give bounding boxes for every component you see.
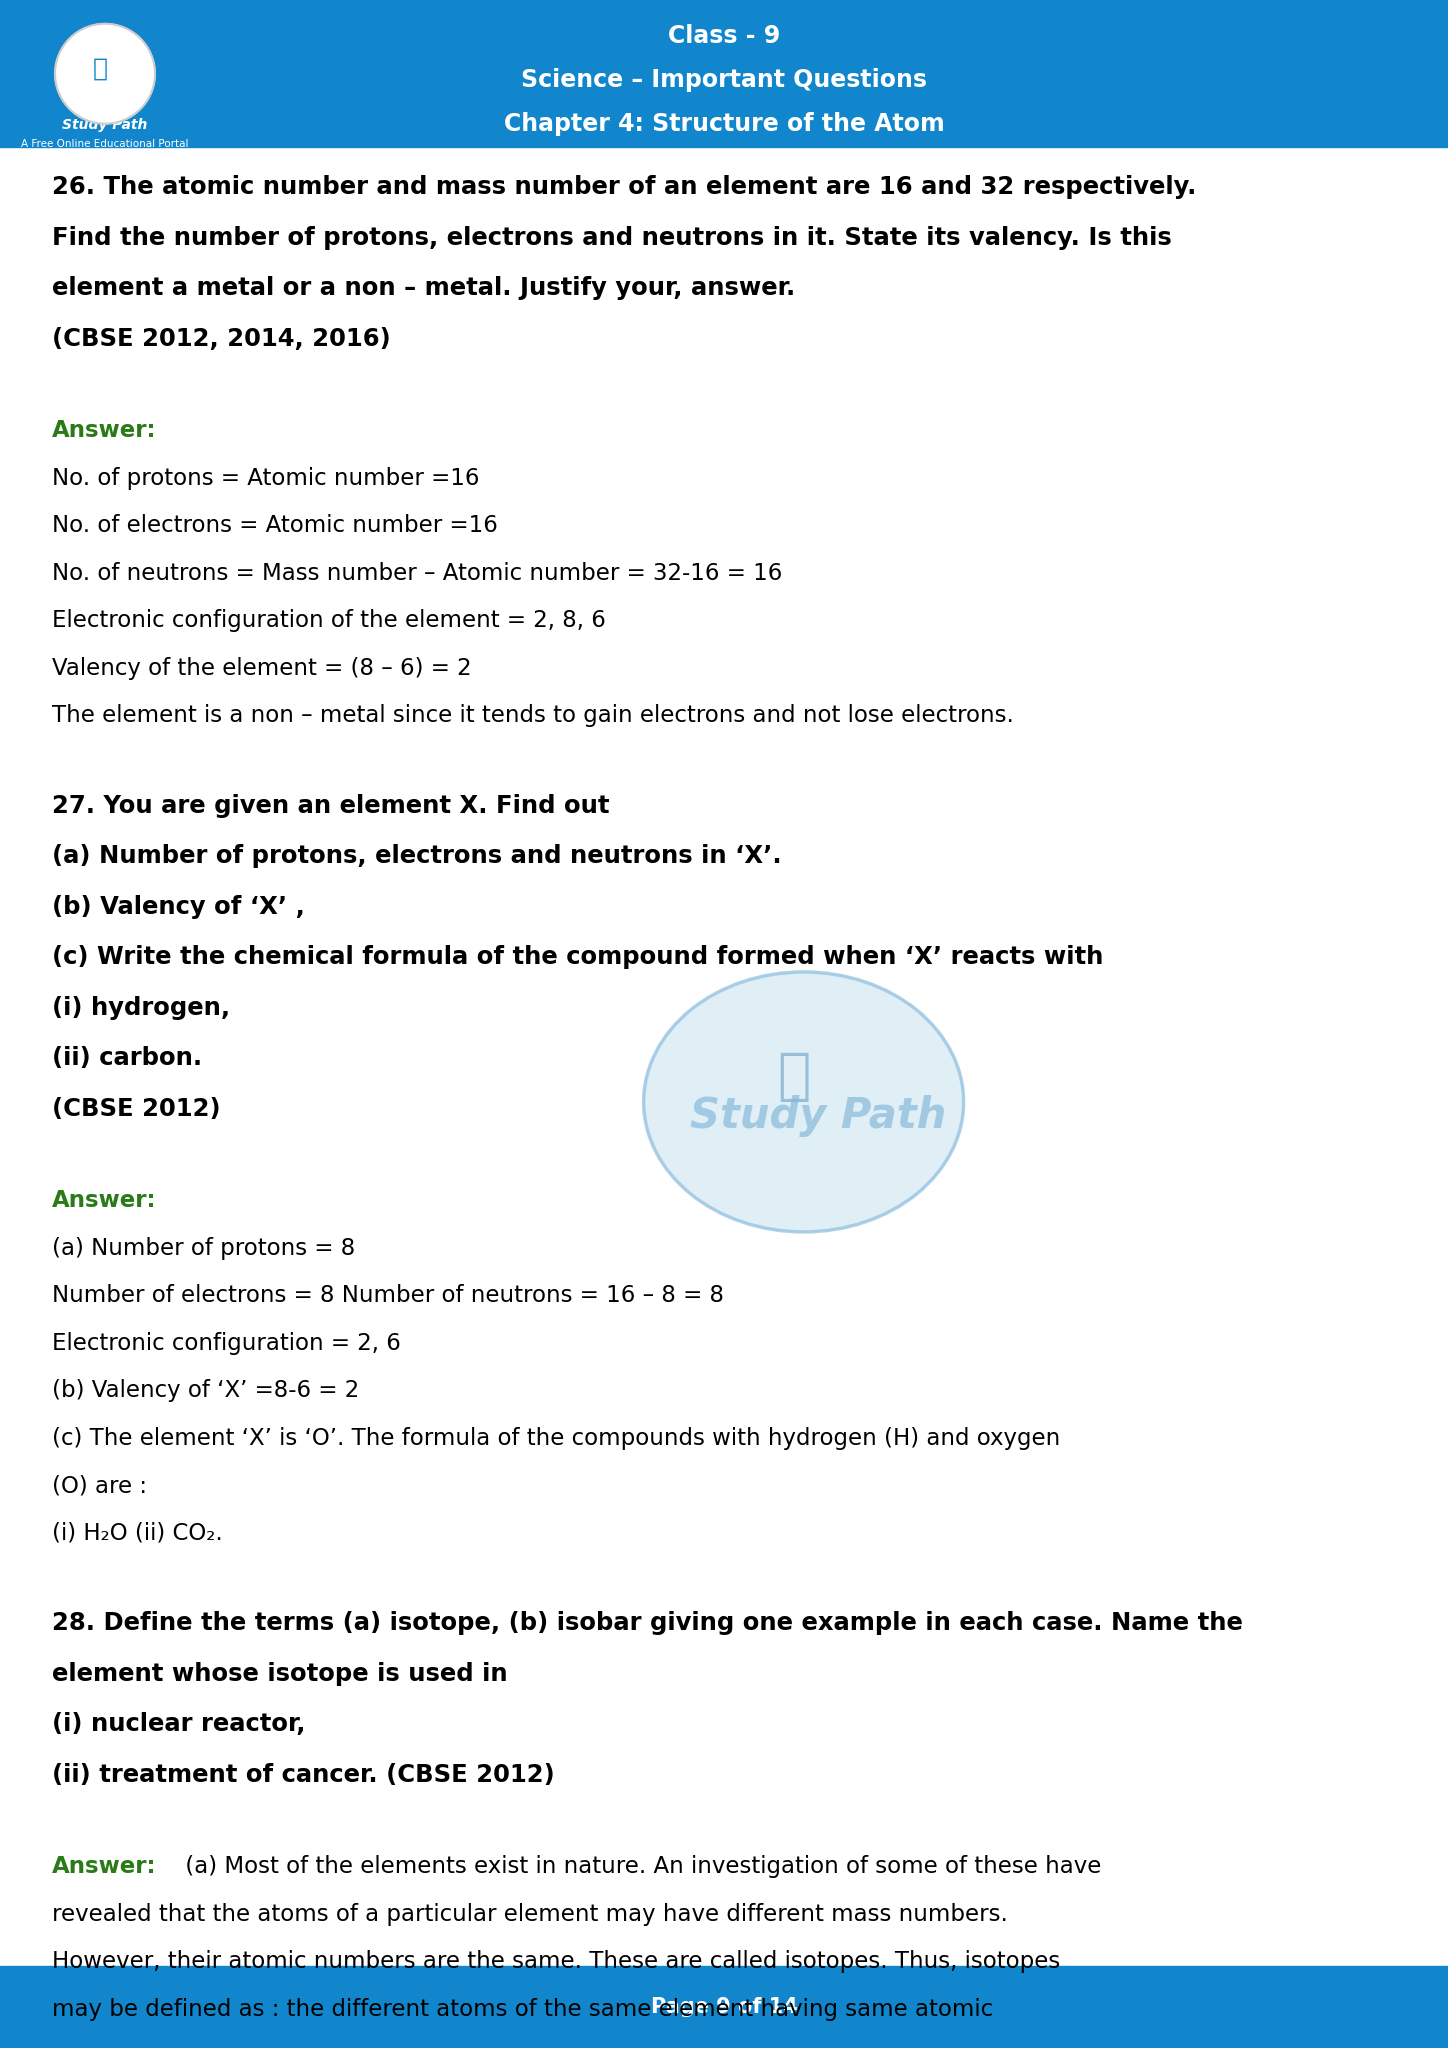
Text: (a) Most of the elements exist in nature. An investigation of some of these have: (a) Most of the elements exist in nature… <box>178 1855 1102 1878</box>
Ellipse shape <box>644 973 963 1233</box>
Text: 🖊: 🖊 <box>93 57 107 80</box>
Text: (ii) carbon.: (ii) carbon. <box>52 1047 203 1071</box>
Text: Answer:: Answer: <box>52 420 156 442</box>
Text: 🖊: 🖊 <box>778 1051 811 1104</box>
Text: (a) Number of protons = 8: (a) Number of protons = 8 <box>52 1237 355 1260</box>
Bar <box>0 1966 1448 2048</box>
Text: (i) hydrogen,: (i) hydrogen, <box>52 995 230 1020</box>
Text: (i) nuclear reactor,: (i) nuclear reactor, <box>52 1712 306 1737</box>
Text: No. of neutrons = Mass number – Atomic number = 32-16 = 16: No. of neutrons = Mass number – Atomic n… <box>52 561 782 586</box>
Text: (b) Valency of ‘X’ =8-6 = 2: (b) Valency of ‘X’ =8-6 = 2 <box>52 1380 359 1403</box>
Text: Number of electrons = 8 Number of neutrons = 16 – 8 = 8: Number of electrons = 8 Number of neutro… <box>52 1284 724 1307</box>
Circle shape <box>55 25 155 123</box>
Text: Science – Important Questions: Science – Important Questions <box>521 68 927 92</box>
Text: A Free Online Educational Portal: A Free Online Educational Portal <box>22 139 188 150</box>
Text: The element is a non – metal since it tends to gain electrons and not lose elect: The element is a non – metal since it te… <box>52 705 1014 727</box>
Text: Electronic configuration = 2, 6: Electronic configuration = 2, 6 <box>52 1331 401 1356</box>
Text: (c) Write the chemical formula of the compound formed when ‘X’ reacts with: (c) Write the chemical formula of the co… <box>52 946 1103 969</box>
Text: element a metal or a non – metal. Justify your, answer.: element a metal or a non – metal. Justif… <box>52 276 795 301</box>
Text: Electronic configuration of the element = 2, 8, 6: Electronic configuration of the element … <box>52 610 605 633</box>
Text: 26. The atomic number and mass number of an element are 16 and 32 respectively.: 26. The atomic number and mass number of… <box>52 176 1196 199</box>
Text: (CBSE 2012): (CBSE 2012) <box>52 1098 220 1120</box>
Text: (b) Valency of ‘X’ ,: (b) Valency of ‘X’ , <box>52 895 306 920</box>
Text: (a) Number of protons, electrons and neutrons in ‘X’.: (a) Number of protons, electrons and neu… <box>52 844 782 868</box>
Text: revealed that the atoms of a particular element may have different mass numbers.: revealed that the atoms of a particular … <box>52 1903 1008 1925</box>
Text: (CBSE 2012, 2014, 2016): (CBSE 2012, 2014, 2016) <box>52 328 391 350</box>
Bar <box>0 0 1448 147</box>
Text: 28. Define the terms (a) isotope, (b) isobar giving one example in each case. Na: 28. Define the terms (a) isotope, (b) is… <box>52 1612 1242 1636</box>
Text: Chapter 4: Structure of the Atom: Chapter 4: Structure of the Atom <box>504 113 944 135</box>
Text: 27. You are given an element X. Find out: 27. You are given an element X. Find out <box>52 795 610 817</box>
Text: (i) H₂O (ii) CO₂.: (i) H₂O (ii) CO₂. <box>52 1522 223 1544</box>
Text: No. of protons = Atomic number =16: No. of protons = Atomic number =16 <box>52 467 479 489</box>
Text: (O) are :: (O) are : <box>52 1475 148 1497</box>
Text: Valency of the element = (8 – 6) = 2: Valency of the element = (8 – 6) = 2 <box>52 657 472 680</box>
Text: element whose isotope is used in: element whose isotope is used in <box>52 1663 508 1686</box>
Text: However, their atomic numbers are the same. These are called isotopes. Thus, iso: However, their atomic numbers are the sa… <box>52 1950 1060 1974</box>
Text: Find the number of protons, electrons and neutrons in it. State its valency. Is : Find the number of protons, electrons an… <box>52 225 1171 250</box>
Text: Answer:: Answer: <box>52 1855 156 1878</box>
Text: (ii) treatment of cancer. (CBSE 2012): (ii) treatment of cancer. (CBSE 2012) <box>52 1763 555 1788</box>
Text: may be defined as : the different atoms of the same element having same atomic: may be defined as : the different atoms … <box>52 1999 993 2021</box>
Text: Answer:: Answer: <box>52 1190 156 1212</box>
Text: Page 9 of 14: Page 9 of 14 <box>650 1997 798 2017</box>
Text: Study Path: Study Path <box>689 1096 947 1137</box>
Text: Class - 9: Class - 9 <box>668 25 780 47</box>
Text: Study Path: Study Path <box>62 119 148 131</box>
Text: No. of electrons = Atomic number =16: No. of electrons = Atomic number =16 <box>52 514 498 537</box>
Text: (c) The element ‘X’ is ‘O’. The formula of the compounds with hydrogen (H) and o: (c) The element ‘X’ is ‘O’. The formula … <box>52 1427 1060 1450</box>
